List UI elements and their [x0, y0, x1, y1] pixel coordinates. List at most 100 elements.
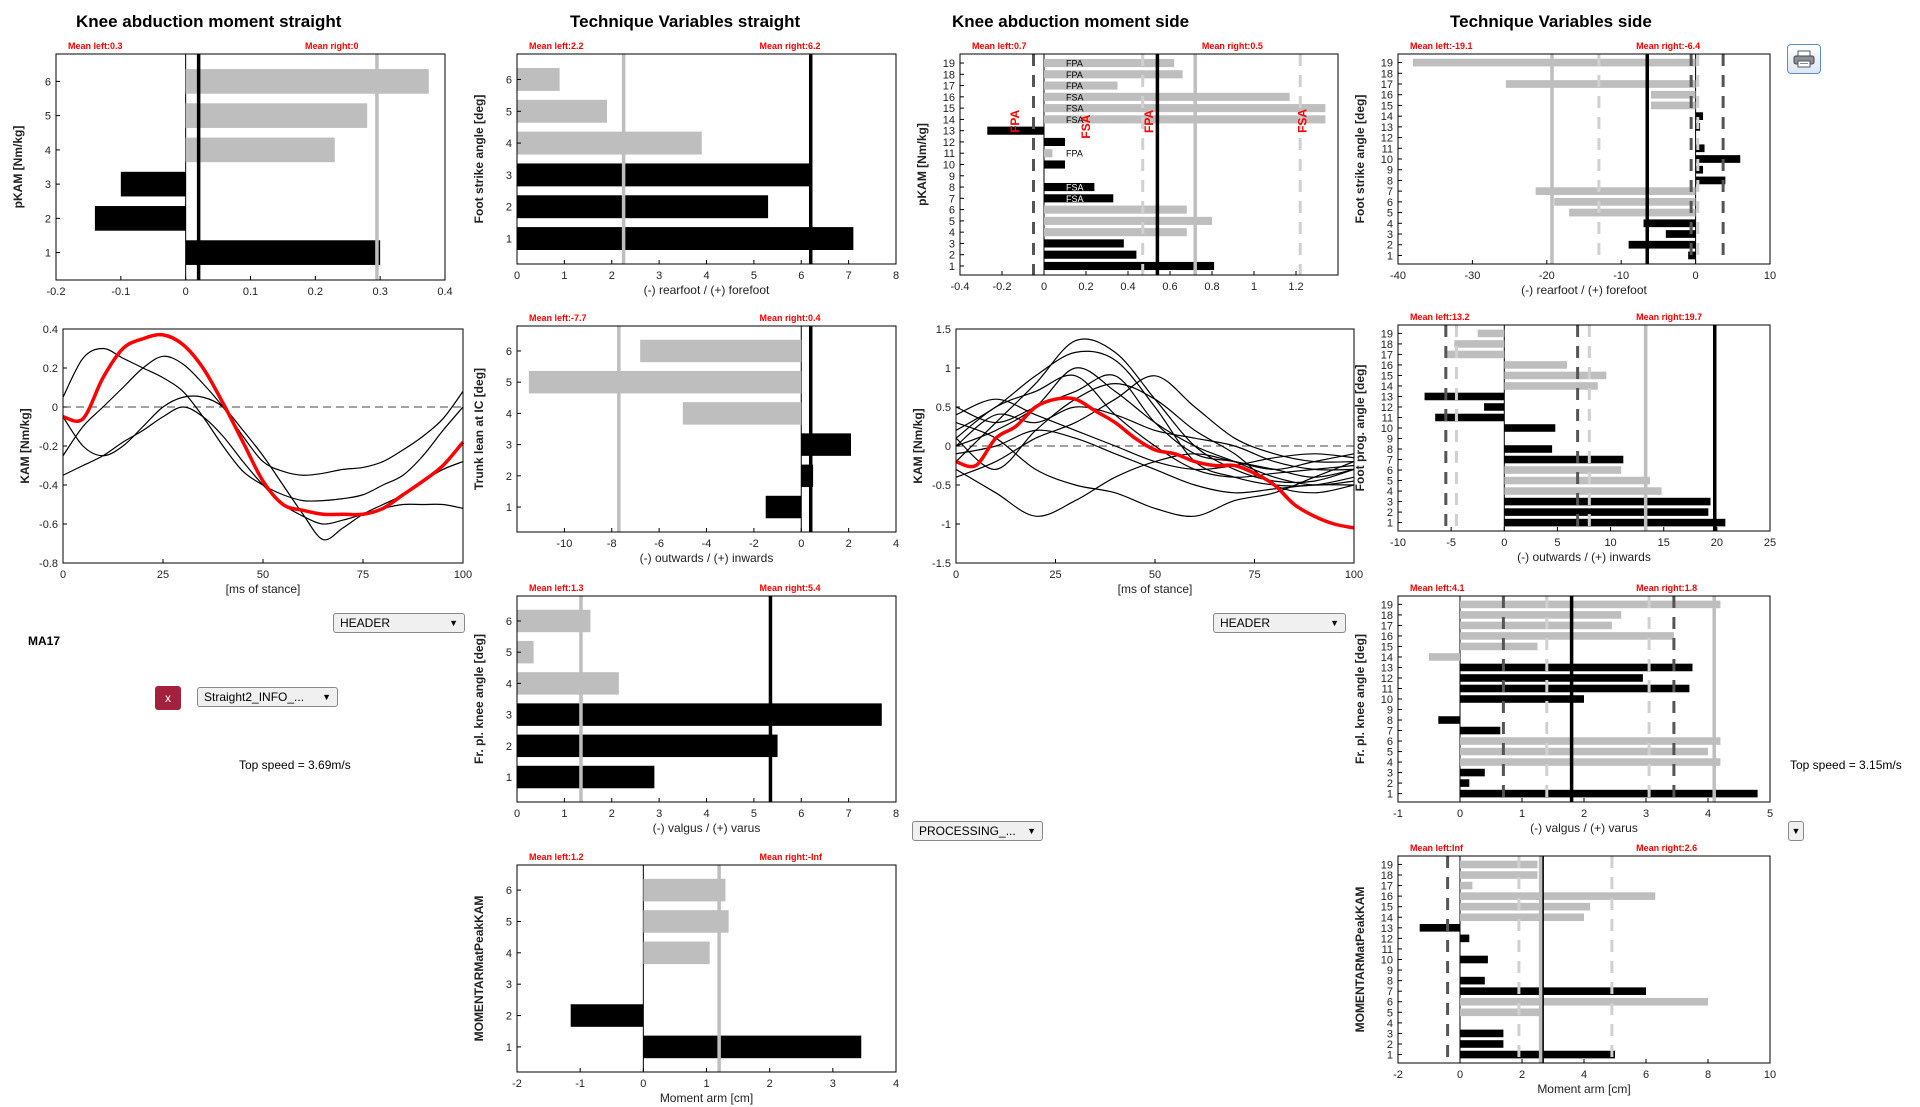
- bar-tag-label: FSA: [1066, 126, 1084, 136]
- y-tick-label: 14: [1381, 912, 1393, 924]
- y-tick-label: 0: [945, 441, 951, 453]
- mean-left-label: Mean left:2.2: [529, 41, 584, 51]
- y-tick-label: 15: [1381, 370, 1393, 382]
- bar: [1435, 413, 1505, 422]
- x-tick-label: 1: [703, 1078, 709, 1090]
- y-tick-label: 4: [949, 227, 955, 239]
- bar: [1429, 653, 1460, 661]
- y-tick-label: 2: [1387, 778, 1393, 790]
- series-line: [62, 355, 464, 476]
- bar: [1044, 182, 1095, 192]
- mean-left-label: Mean left:1.2: [529, 852, 584, 862]
- y-axis-label: Foot strike angle [deg]: [1353, 95, 1367, 224]
- header-dropdown-left[interactable]: HEADER ▼: [333, 613, 465, 633]
- x-tick-label: 0: [1457, 1069, 1463, 1081]
- axes-frame: [516, 864, 897, 1073]
- bar: [1044, 239, 1124, 248]
- bar: [1688, 251, 1696, 260]
- bar: [1044, 250, 1137, 259]
- y-tick-label: 5: [1387, 208, 1393, 220]
- top-speed-right: Top speed = 3.15m/s: [1790, 758, 1902, 772]
- trial-dropdown[interactable]: Straight2_INFO_... ▼: [197, 687, 338, 707]
- mean-right-label: Mean right:-Inf: [760, 852, 823, 862]
- y-tick-label: 13: [1381, 662, 1393, 674]
- bar: [1044, 261, 1215, 271]
- x-tick-label: 0.8: [1204, 281, 1219, 293]
- x-tick-label: -8: [607, 538, 617, 550]
- remove-trial-label: x: [165, 691, 171, 705]
- bar: [528, 370, 802, 394]
- y-tick-label: 17: [1381, 79, 1393, 91]
- y-tick-label: 3: [1387, 497, 1393, 509]
- x-tick-label: 25: [1049, 569, 1061, 581]
- small-dropdown-right[interactable]: ▼: [1788, 821, 1804, 841]
- axes-frame: [1397, 595, 1771, 803]
- mean-right-label: Mean right:0.4: [760, 313, 821, 323]
- bar: [987, 126, 1044, 135]
- x-tick-label: 6: [1643, 1069, 1649, 1081]
- y-tick-label: 16: [1381, 891, 1393, 903]
- y-tick-label: 5: [1387, 476, 1393, 488]
- y-tick-label: 3: [506, 710, 512, 722]
- mean-left-label: Mean left:0.7: [972, 41, 1027, 51]
- y-tick-label: 19: [1381, 599, 1393, 611]
- bar: [1504, 518, 1726, 527]
- series-line: [955, 429, 1355, 494]
- remove-trial-button[interactable]: x: [155, 686, 181, 710]
- y-tick-label: 4: [45, 145, 51, 157]
- y-tick-label: 1: [506, 234, 512, 246]
- trial-dropdown-value: Straight2_INFO_...: [204, 690, 305, 704]
- bar: [1628, 240, 1696, 249]
- bar: [801, 464, 814, 488]
- y-tick-label: -1: [941, 519, 951, 531]
- x-tick-label: 4: [703, 270, 709, 282]
- bar: [1460, 632, 1674, 640]
- y-tick-label: 19: [1381, 328, 1393, 340]
- y-tick-label: 6: [1387, 465, 1393, 477]
- bar: [1460, 642, 1538, 651]
- bar: [1460, 726, 1501, 735]
- y-tick-label: 6: [1387, 736, 1393, 748]
- bar: [1460, 1008, 1541, 1017]
- y-tick-label: 7: [1387, 986, 1393, 998]
- mean-right-label: Mean right:1.8: [1636, 583, 1697, 593]
- y-tick-label: 6: [506, 74, 512, 86]
- bar: [1460, 997, 1708, 1006]
- y-tick-label: 15: [1381, 100, 1393, 112]
- x-tick-label: 1: [1519, 808, 1525, 820]
- bar: [1460, 934, 1470, 943]
- y-tick-label: 5: [45, 111, 51, 123]
- header-dropdown-mid[interactable]: HEADER ▼: [1213, 613, 1346, 633]
- chevron-down-icon: ▼: [1791, 826, 1801, 836]
- bar: [1504, 382, 1598, 390]
- bar: [1695, 144, 1705, 153]
- x-tick-label: 25: [157, 569, 169, 581]
- processing-dropdown[interactable]: PROCESSING_... ▼: [912, 821, 1043, 841]
- y-tick-label: 5: [506, 647, 512, 659]
- chart-trunk-lean-straight: 1 2 3 4 5 6 Mean left:-7.7 Mean right:0.4 -10 -8 -…: [472, 313, 899, 565]
- x-axis-label: (-) rearfoot / (+) forefoot: [1521, 283, 1647, 297]
- y-tick-label: 0: [52, 402, 58, 414]
- annotation-label: FPA: [1008, 109, 1022, 132]
- x-axis-label: [ms of stance]: [226, 582, 301, 596]
- chevron-down-icon: ▼: [1330, 618, 1339, 628]
- mean-left-label: Mean left:4.1: [1410, 583, 1465, 593]
- bar: [1504, 508, 1709, 516]
- print-button[interactable]: [1787, 44, 1821, 74]
- x-tick-label: 0: [1693, 270, 1699, 282]
- title-technique-side: Technique Variables side: [1450, 12, 1652, 31]
- x-tick-label: 1: [561, 808, 567, 820]
- bar: [643, 941, 710, 965]
- x-tick-label: 7: [846, 808, 852, 820]
- bar: [1460, 663, 1693, 672]
- y-tick-label: -0.6: [39, 519, 58, 531]
- bar: [1044, 81, 1118, 90]
- bar: [185, 69, 429, 94]
- bar: [517, 227, 854, 250]
- bar: [517, 703, 882, 726]
- y-tick-label: 1: [1387, 789, 1393, 801]
- series-line: [62, 406, 464, 525]
- y-tick-label: 13: [1381, 391, 1393, 403]
- y-tick-label: 7: [1387, 726, 1393, 738]
